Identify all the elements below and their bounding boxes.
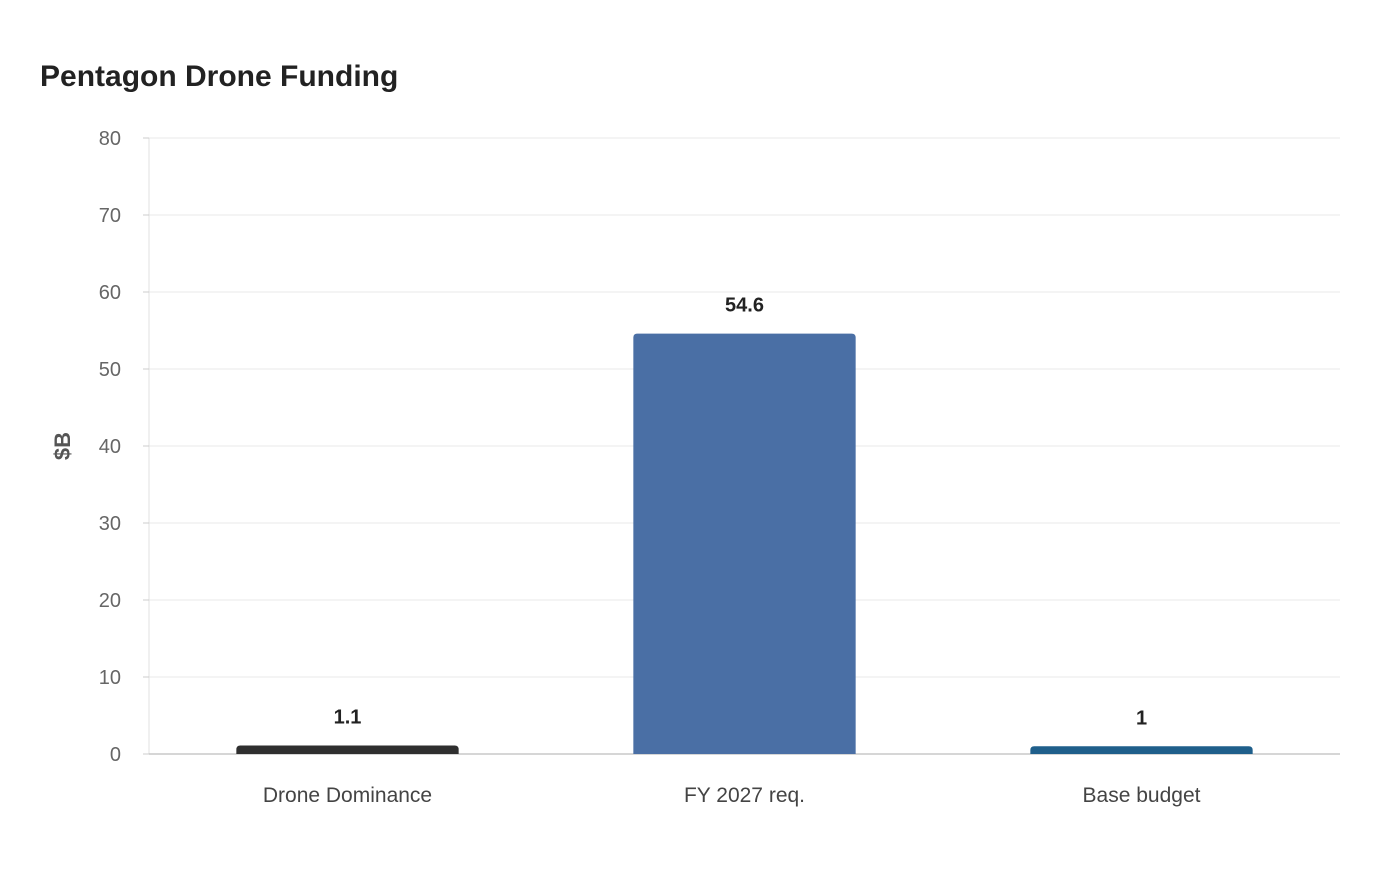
x-tick-label: Drone Dominance (263, 784, 432, 807)
y-tick-label: 20 (99, 590, 121, 612)
y-tick-label: 60 (99, 282, 121, 304)
x-tick-label: Base budget (1083, 784, 1201, 807)
x-tick-labels: Drone Dominance FY 2027 req. Base budget (263, 784, 1201, 807)
y-tick-label: 80 (99, 128, 121, 150)
bar-value-label: 54.6 (725, 295, 764, 317)
chart-title: Pentagon Drone Funding (40, 60, 399, 93)
x-tick-label: FY 2027 req. (684, 784, 805, 807)
bar (633, 333, 856, 754)
bar (1030, 746, 1253, 754)
y-tick-label: 10 (99, 667, 121, 689)
bar-value-labels: 1.1 54.6 1 (334, 295, 1147, 730)
y-tick-labels: 0 10 20 30 40 50 60 70 80 (99, 128, 149, 766)
y-tick-label: 0 (110, 744, 121, 766)
y-axis-label: $B (50, 432, 75, 460)
bar-value-label: 1.1 (334, 707, 362, 729)
y-tick-label: 70 (99, 205, 121, 227)
bar-value-label: 1 (1136, 707, 1147, 729)
y-tick-label: 40 (99, 436, 121, 458)
y-tick-label: 30 (99, 513, 121, 535)
bars (236, 333, 1253, 754)
y-tick-label: 50 (99, 359, 121, 381)
bar (236, 745, 459, 754)
